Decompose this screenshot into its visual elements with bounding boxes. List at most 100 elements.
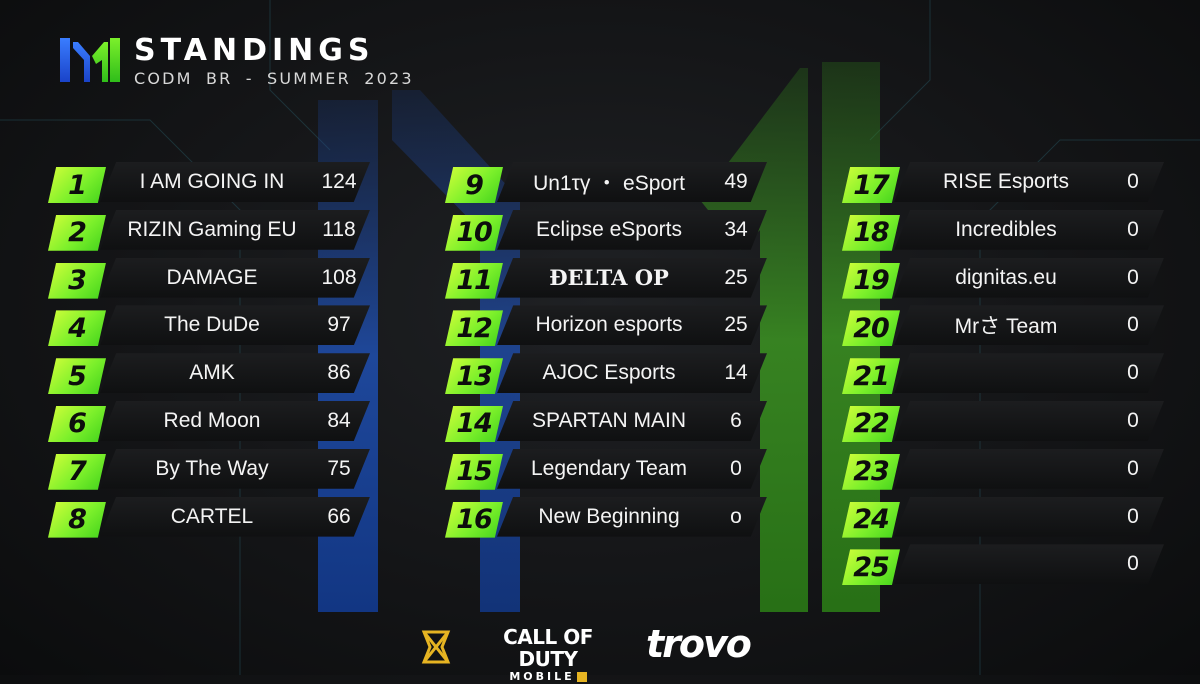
standing-row: 10 Eclipse eSports 34 (445, 209, 775, 251)
team-score: 25 (724, 313, 748, 337)
rank-number: 23 (853, 456, 890, 488)
team-name: AMK (189, 361, 235, 385)
team-score: 14 (724, 361, 748, 385)
team-score: 124 (321, 170, 357, 193)
team-name: Horizon esports (535, 313, 683, 337)
standing-row: 14 SPARTAN MAIN 6 (445, 400, 775, 442)
rank-tab: 8 (48, 501, 106, 538)
team-name: Legendary Team (530, 456, 688, 480)
sponsor-footer: CALL OF DUTY MOBILE trovo (0, 622, 1200, 683)
page-subtitle: CODM BR - SUMMER 2023 (134, 69, 414, 88)
trovo-logo: trovo (646, 622, 752, 666)
team-plate (894, 353, 1164, 394)
standing-row: 17 RISE Esports 0 (842, 162, 1172, 203)
rank-tab: 22 (842, 405, 900, 442)
team-score: 0 (1127, 313, 1139, 337)
team-name: ĐELTA OP (549, 265, 669, 291)
cod-logo-bottom-row: MOBILE (486, 670, 610, 684)
rank-tab: 23 (842, 453, 900, 490)
rank-number: 14 (456, 408, 493, 440)
team-plate (894, 209, 1164, 250)
team-name: Eclipse eSports (536, 217, 682, 241)
standing-row: 20 Mrさ Team 0 (842, 305, 1172, 347)
team-name: New Beginning (538, 504, 680, 528)
team-plate (100, 162, 370, 202)
team-name: SPARTAN MAIN (531, 408, 687, 432)
rank-tab: 12 (445, 310, 503, 347)
team-name: RIZIN Gaming EU (127, 217, 297, 241)
standings-column-1: 1 I AM GOING IN 124 2 RIZIN Gaming EU 118 3 D… (48, 162, 378, 544)
team-plate (100, 496, 370, 537)
standing-row: 11 ĐELTA OP 25 (445, 257, 775, 299)
rank-tab: 13 (445, 358, 503, 395)
team-name: Un1τγ ・ eSport (533, 172, 685, 195)
rank-number: 5 (68, 360, 87, 392)
team-name (904, 497, 1108, 537)
rank-number: 11 (456, 265, 493, 297)
team-score: o (730, 504, 742, 528)
rank-number: 19 (853, 265, 890, 297)
team-plate (497, 305, 767, 346)
standing-row: 1 I AM GOING IN 124 (48, 162, 378, 203)
team-score: 0 (1127, 170, 1139, 193)
rank-number: 21 (853, 360, 890, 392)
rank-number: 13 (456, 360, 493, 392)
team-score: 75 (327, 456, 351, 480)
gold-m-emblem-icon (421, 630, 451, 664)
rank-tab: 21 (842, 358, 900, 395)
rank-number: 22 (853, 408, 890, 440)
rank-tab: 7 (48, 453, 106, 490)
team-score: 66 (327, 504, 351, 528)
rank-tab: 25 (842, 549, 900, 586)
team-name: DAMAGE (166, 265, 258, 289)
team-plate (497, 162, 767, 202)
team-plate (100, 257, 370, 298)
team-name: Red Moon (163, 408, 261, 432)
team-plate (894, 544, 1164, 585)
team-score: 0 (1127, 265, 1139, 289)
standing-row: 13 AJOC Esports 14 (445, 353, 775, 395)
team-name: Incredibles (955, 217, 1057, 241)
team-score: 118 (322, 217, 356, 241)
team-score: 0 (1127, 552, 1139, 576)
rank-number: 1 (68, 169, 87, 201)
team-plate (894, 448, 1164, 489)
rank-tab: 19 (842, 262, 900, 299)
team-name: CARTEL (170, 504, 254, 528)
team-plate (497, 257, 767, 298)
rank-number: 7 (68, 456, 87, 488)
standing-row: 12 Horizon esports 25 (445, 305, 775, 347)
rank-number: 2 (68, 217, 87, 249)
team-plate (894, 162, 1164, 202)
rank-number: 17 (853, 169, 890, 201)
standings-column-2: 9 Un1τγ ・ eSport 49 10 Eclipse eSports 34 11… (445, 162, 775, 544)
team-score: 0 (1127, 361, 1139, 385)
rank-tab: 1 (48, 167, 106, 203)
team-plate (497, 496, 767, 537)
standing-row: 24 0 (842, 496, 1172, 538)
team-name: Mrさ Team (954, 315, 1058, 339)
rank-tab: 11 (445, 262, 503, 299)
team-score: 84 (327, 408, 351, 432)
standing-row: 5 AMK 86 (48, 353, 378, 395)
rank-tab: 14 (445, 405, 503, 442)
team-plate (497, 448, 767, 489)
team-plate (894, 305, 1164, 346)
rank-tab: 24 (842, 501, 900, 538)
standing-row: 6 Red Moon 84 (48, 400, 378, 442)
standing-row: 7 By The Way 75 (48, 448, 378, 490)
rank-tab: 16 (445, 501, 503, 538)
rank-tab: 2 (48, 214, 106, 251)
header: STANDINGS CODM BR - SUMMER 2023 (58, 34, 414, 94)
standings-column-3: 17 RISE Esports 0 18 Incredibles 0 19 dignita… (842, 162, 1172, 592)
brand-logo-icon (60, 38, 120, 82)
team-name: I AM GOING IN (139, 170, 285, 193)
rank-tab: 6 (48, 405, 106, 442)
page-title: STANDINGS (134, 33, 375, 68)
rank-number: 6 (68, 408, 87, 440)
team-name: dignitas.eu (955, 265, 1057, 289)
team-score: 34 (724, 217, 748, 241)
team-score: 97 (327, 313, 351, 337)
rank-tab: 5 (48, 358, 106, 395)
rank-number: 20 (853, 312, 890, 344)
